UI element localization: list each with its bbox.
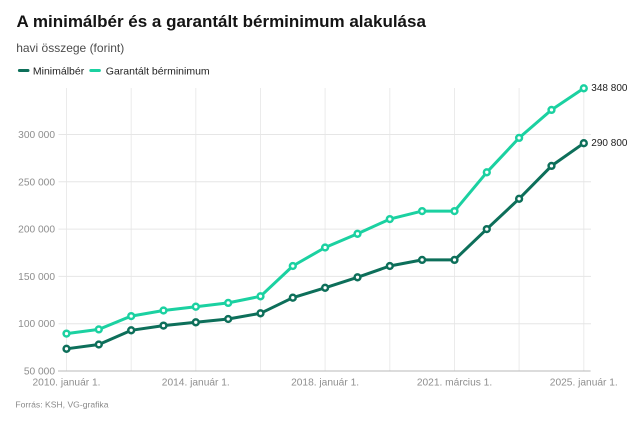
svg-text:Forrás: KSH, VG-grafika: Forrás: KSH, VG-grafika xyxy=(15,400,108,410)
svg-text:A minimálbér és a garantált bé: A minimálbér és a garantált bérminimum a… xyxy=(17,12,427,31)
svg-text:2010. január 1.: 2010. január 1. xyxy=(33,378,101,389)
svg-text:150 000: 150 000 xyxy=(18,272,55,283)
svg-text:2021. március 1.: 2021. március 1. xyxy=(417,378,492,389)
svg-text:200 000: 200 000 xyxy=(18,225,55,236)
svg-text:2018. január 1.: 2018. január 1. xyxy=(291,378,359,389)
svg-text:2025. január 1.: 2025. január 1. xyxy=(550,378,618,389)
svg-text:2014. január 1.: 2014. január 1. xyxy=(162,378,230,389)
svg-text:50 000: 50 000 xyxy=(24,367,55,378)
svg-text:250 000: 250 000 xyxy=(18,177,55,188)
svg-text:348 800: 348 800 xyxy=(591,83,628,94)
svg-text:havi összege (forint): havi összege (forint) xyxy=(16,41,124,55)
svg-text:Garantált bérminimum: Garantált bérminimum xyxy=(106,65,210,77)
svg-text:100 000: 100 000 xyxy=(18,319,55,330)
svg-text:Minimálbér: Minimálbér xyxy=(33,65,85,77)
svg-text:300 000: 300 000 xyxy=(18,130,55,141)
svg-text:290 800: 290 800 xyxy=(591,138,628,149)
